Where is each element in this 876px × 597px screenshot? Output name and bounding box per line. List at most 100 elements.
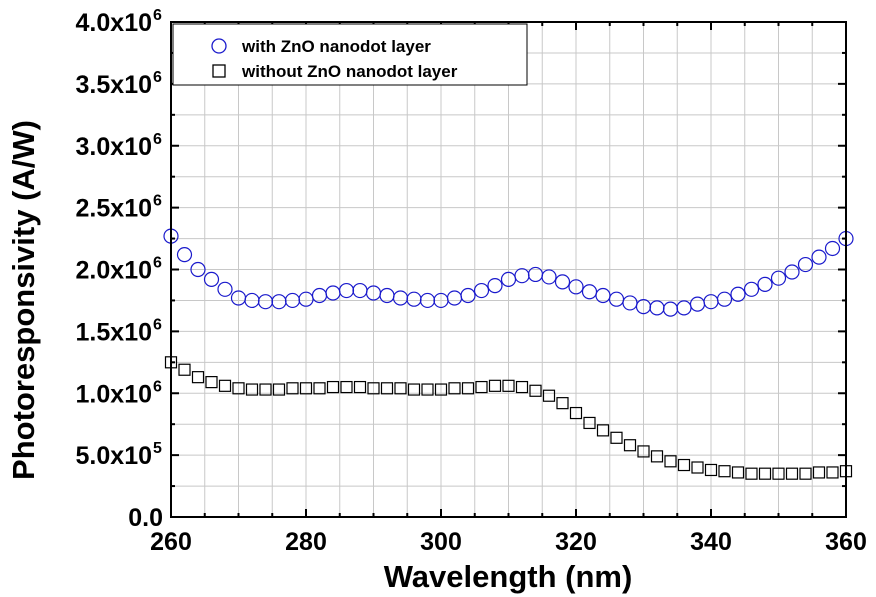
data-point-square [340, 380, 353, 394]
data-point-circle [730, 286, 746, 302]
y-tick-label: 0.0 [128, 504, 163, 532]
data-point-square [596, 424, 610, 437]
x-tick-label: 320 [555, 528, 597, 556]
data-point-square [731, 466, 745, 479]
legend-label-with-zno: with ZnO nanodot layer [241, 37, 431, 56]
data-point-square [475, 380, 488, 394]
data-point-circle [406, 291, 422, 307]
y-tick-exponent: 6 [153, 378, 162, 395]
data-point-circle [352, 282, 368, 299]
y-tick-label: 3.5x10 [76, 71, 152, 99]
data-point-square [394, 382, 407, 395]
y-tick-labels: 0.05.0x10 51.0x10 61.5x10 62.0x10 62.5x10 63.… [76, 7, 163, 532]
data-point-circle [487, 277, 503, 294]
data-point-square [542, 389, 556, 402]
data-point-square [286, 382, 299, 395]
data-point-square [232, 382, 245, 395]
x-tick-label: 280 [285, 528, 327, 556]
data-point-square [502, 379, 515, 392]
data-point-circle [581, 284, 598, 300]
data-point-circle [608, 291, 625, 307]
data-point-circle [325, 285, 341, 301]
data-point-circle [662, 301, 679, 317]
data-point-square [583, 416, 596, 430]
data-point-circle [514, 268, 530, 284]
data-point-circle [649, 300, 665, 316]
data-point-circle [743, 281, 760, 297]
data-point-square [434, 383, 448, 396]
x-tick-label: 260 [150, 528, 192, 556]
data-point-circle [392, 290, 409, 306]
y-tick-exponent: 6 [153, 131, 162, 148]
y-tick-label: 5.0x10 [76, 442, 152, 470]
series-1 [163, 228, 854, 317]
data-point-circle [716, 291, 733, 307]
y-tick-label: 3.0x10 [76, 133, 152, 161]
data-point-circle [460, 287, 476, 304]
y-tick-exponent: 5 [153, 440, 162, 457]
data-point-square [529, 384, 542, 397]
legend: with ZnO nanodot layer without ZnO nanod… [172, 23, 528, 86]
legend-box [172, 23, 528, 86]
data-point-circle [271, 294, 287, 310]
y-tick-exponent: 6 [153, 69, 162, 86]
data-point-square [650, 450, 664, 463]
data-point-square [826, 466, 839, 479]
data-point-circle [217, 281, 233, 297]
data-point-circle [770, 270, 787, 286]
data-point-square [758, 467, 772, 480]
data-point-square [448, 382, 461, 395]
data-point-square [272, 383, 286, 396]
x-axis-title: Wavelength (nm) [384, 559, 633, 594]
y-tick-exponent: 6 [153, 7, 162, 24]
data-point-circle [190, 261, 206, 278]
data-point-square [488, 379, 502, 392]
data-point-square [691, 461, 704, 474]
data-point-square [178, 363, 191, 376]
data-point-square [556, 397, 569, 410]
data-point-circle [824, 240, 841, 257]
data-point-circle [622, 295, 638, 311]
y-tick-label: 1.0x10 [76, 380, 152, 408]
data-point-square [664, 455, 677, 468]
data-point-circle [176, 247, 193, 263]
data-point-square [785, 467, 799, 480]
y-tick-exponent: 6 [153, 316, 162, 333]
series-layer [163, 228, 854, 480]
x-tick-labels: 260 280 300 320 340 360 [150, 528, 867, 556]
data-point-circle [568, 279, 584, 295]
data-point-square [610, 431, 623, 444]
data-point-square [407, 383, 421, 396]
y-tick-label: 2.0x10 [76, 257, 152, 285]
gridlines [171, 22, 846, 517]
data-point-circle [473, 282, 490, 299]
legend-label-without-zno: without ZnO nanodot layer [241, 62, 458, 81]
data-point-circle [257, 294, 274, 310]
data-point-circle [784, 264, 800, 280]
data-point-square [313, 382, 326, 395]
data-point-square [218, 379, 232, 392]
data-point-square [637, 445, 650, 458]
data-point-square [421, 383, 434, 396]
y-tick-exponent: 6 [153, 193, 162, 210]
axis-ticks [170, 21, 847, 518]
data-point-square [799, 467, 812, 480]
data-point-circle [554, 274, 571, 290]
data-point-circle [338, 282, 355, 299]
data-point-circle [541, 269, 557, 285]
data-point-square [259, 383, 272, 396]
data-point-square [677, 458, 691, 472]
y-tick-label: 4.0x10 [76, 9, 152, 37]
data-point-square [772, 467, 785, 480]
y-tick-label: 1.5x10 [76, 318, 152, 346]
data-point-square [623, 439, 637, 452]
data-point-circle [446, 290, 463, 306]
data-point-square [461, 382, 475, 395]
x-tick-label: 340 [690, 528, 732, 556]
data-point-square [245, 383, 259, 396]
data-point-circle [811, 249, 827, 265]
data-point-square [704, 463, 718, 477]
data-point-square [569, 406, 583, 420]
x-tick-label: 300 [420, 528, 462, 556]
